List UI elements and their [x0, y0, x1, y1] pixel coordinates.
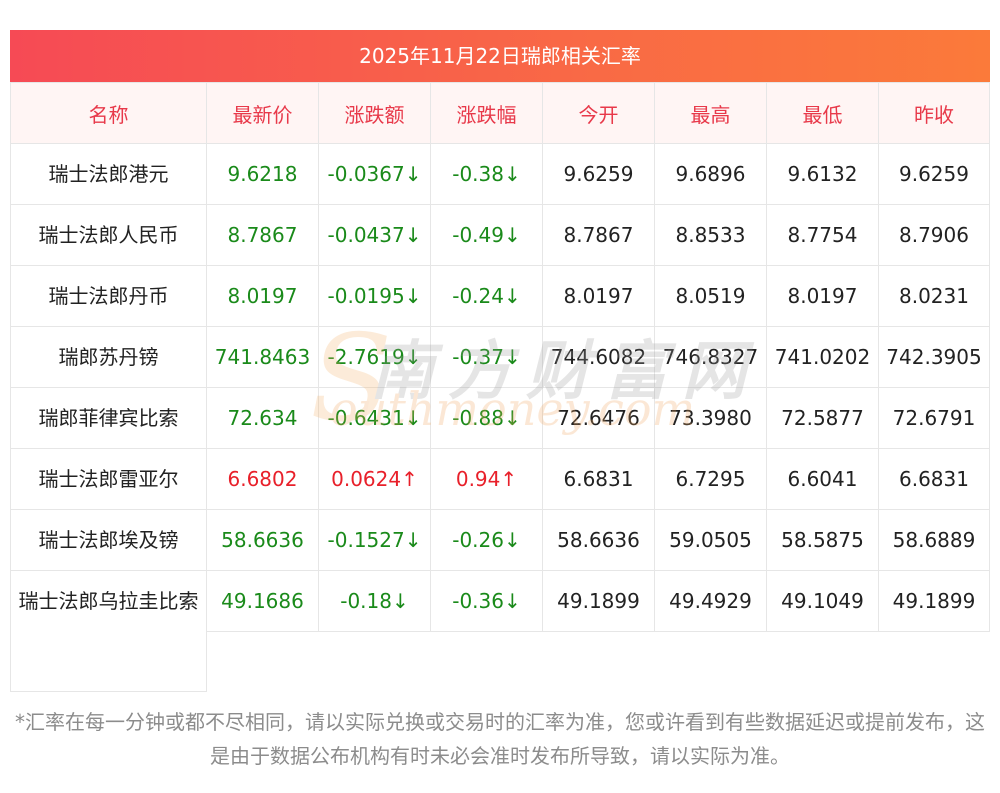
low-price: 72.5877	[766, 387, 879, 449]
latest-price: 741.8463	[206, 326, 319, 388]
latest-price: 9.6218	[206, 143, 319, 205]
prev-close: 8.7906	[878, 204, 990, 266]
table-row: 瑞士法郎人民币 8.7867 -0.0437↓ -0.49↓ 8.7867 8.…	[10, 204, 990, 266]
table-row: 瑞郎菲律宾比索 72.634 -0.6431↓ -0.88↓ 72.6476 7…	[10, 387, 990, 449]
latest-price: 49.1686	[206, 570, 319, 632]
change-value: -0.0367↓	[318, 143, 431, 205]
header-change: 涨跌额	[318, 82, 431, 144]
disclaimer-footnote: *汇率在每一分钟或都不尽相同，请以实际兑换或交易时的汇率为准，您或许看到有些数据…	[15, 710, 985, 768]
high-price: 9.6896	[654, 143, 767, 205]
currency-name: 瑞郎苏丹镑	[10, 326, 207, 388]
table-header-row: 名称 最新价 涨跌额 涨跌幅 今开 最高 最低 昨收	[10, 82, 990, 144]
change-value: -0.1527↓	[318, 509, 431, 571]
high-price: 59.0505	[654, 509, 767, 571]
change-percent: -0.37↓	[430, 326, 543, 388]
change-value: -2.7619↓	[318, 326, 431, 388]
high-price: 73.3980	[654, 387, 767, 449]
page-title: 2025年11月22日瑞郎相关汇率	[10, 30, 990, 82]
header-prev-close: 昨收	[878, 82, 990, 144]
change-percent: -0.24↓	[430, 265, 543, 327]
table-row: 瑞士法郎雷亚尔 6.6802 0.0624↑ 0.94↑ 6.6831 6.72…	[10, 448, 990, 510]
prev-close: 72.6791	[878, 387, 990, 449]
change-percent: -0.38↓	[430, 143, 543, 205]
low-price: 6.6041	[766, 448, 879, 510]
change-value: -0.0437↓	[318, 204, 431, 266]
prev-close: 8.0231	[878, 265, 990, 327]
currency-name: 瑞郎菲律宾比索	[10, 387, 207, 449]
latest-price: 8.7867	[206, 204, 319, 266]
change-value: -0.6431↓	[318, 387, 431, 449]
open-price: 8.7867	[542, 204, 655, 266]
rates-table: 名称 最新价 涨跌额 涨跌幅 今开 最高 最低 昨收 瑞士法郎港元 9.6218…	[10, 82, 990, 692]
change-percent: -0.88↓	[430, 387, 543, 449]
prev-close: 49.1899	[878, 570, 990, 632]
table-row: 瑞士法郎乌拉圭比索 49.1686 -0.18↓ -0.36↓ 49.1899 …	[10, 570, 990, 692]
high-price: 49.4929	[654, 570, 767, 632]
currency-name: 瑞士法郎丹币	[10, 265, 207, 327]
blank-cell	[207, 632, 990, 692]
header-low: 最低	[766, 82, 879, 144]
open-price: 72.6476	[542, 387, 655, 449]
table-row: 瑞士法郎丹币 8.0197 -0.0195↓ -0.24↓ 8.0197 8.0…	[10, 265, 990, 327]
low-price: 49.1049	[766, 570, 879, 632]
change-percent: -0.49↓	[430, 204, 543, 266]
open-price: 58.6636	[542, 509, 655, 571]
change-value: -0.0195↓	[318, 265, 431, 327]
currency-name: 瑞士法郎乌拉圭比索	[10, 570, 207, 692]
change-value: -0.18↓	[318, 570, 431, 632]
low-price: 8.0197	[766, 265, 879, 327]
high-price: 8.8533	[654, 204, 767, 266]
low-price: 58.5875	[766, 509, 879, 571]
table-row: 瑞士法郎港元 9.6218 -0.0367↓ -0.38↓ 9.6259 9.6…	[10, 143, 990, 205]
header-change-pct: 涨跌幅	[430, 82, 543, 144]
currency-name: 瑞士法郎埃及镑	[10, 509, 207, 571]
header-name: 名称	[10, 82, 207, 144]
prev-close: 58.6889	[878, 509, 990, 571]
high-price: 8.0519	[654, 265, 767, 327]
table-row: 瑞郎苏丹镑 741.8463 -2.7619↓ -0.37↓ 744.6082 …	[10, 326, 990, 388]
high-price: 746.8327	[654, 326, 767, 388]
header-open: 今开	[542, 82, 655, 144]
open-price: 49.1899	[542, 570, 655, 632]
header-high: 最高	[654, 82, 767, 144]
latest-price: 6.6802	[206, 448, 319, 510]
open-price: 8.0197	[542, 265, 655, 327]
latest-price: 72.634	[206, 387, 319, 449]
header-latest: 最新价	[206, 82, 319, 144]
change-value: 0.0624↑	[318, 448, 431, 510]
prev-close: 6.6831	[878, 448, 990, 510]
high-price: 6.7295	[654, 448, 767, 510]
currency-name: 瑞士法郎雷亚尔	[10, 448, 207, 510]
open-price: 744.6082	[542, 326, 655, 388]
low-price: 741.0202	[766, 326, 879, 388]
low-price: 9.6132	[766, 143, 879, 205]
currency-name: 瑞士法郎人民币	[10, 204, 207, 266]
change-percent: -0.26↓	[430, 509, 543, 571]
open-price: 6.6831	[542, 448, 655, 510]
prev-close: 742.3905	[878, 326, 990, 388]
latest-price: 8.0197	[206, 265, 319, 327]
prev-close: 9.6259	[878, 143, 990, 205]
table-row: 瑞士法郎埃及镑 58.6636 -0.1527↓ -0.26↓ 58.6636 …	[10, 509, 990, 571]
low-price: 8.7754	[766, 204, 879, 266]
currency-name: 瑞士法郎港元	[10, 143, 207, 205]
change-percent: 0.94↑	[430, 448, 543, 510]
latest-price: 58.6636	[206, 509, 319, 571]
open-price: 9.6259	[542, 143, 655, 205]
change-percent: -0.36↓	[430, 570, 543, 632]
